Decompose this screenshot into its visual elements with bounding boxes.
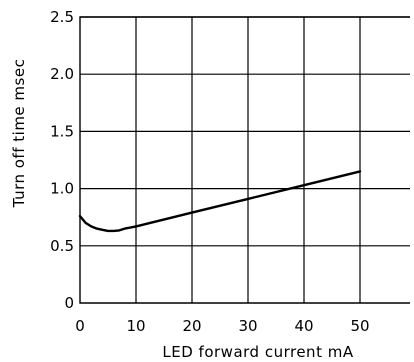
y-tick-label: 0.5 bbox=[50, 237, 74, 255]
x-tick-label: 20 bbox=[182, 317, 201, 335]
y-axis-title: Turn off time msec bbox=[10, 59, 28, 209]
y-tick-label: 2.0 bbox=[50, 65, 74, 83]
x-tick-label: 0 bbox=[75, 317, 85, 335]
x-axis-title: LED forward current mA bbox=[162, 343, 353, 361]
x-tick-label: 40 bbox=[294, 317, 313, 335]
y-tick-label: 1.5 bbox=[50, 122, 74, 140]
y-axis-ticks: 0 0.5 1.0 1.5 2.0 2.5 bbox=[50, 8, 74, 312]
y-tick-label: 2.5 bbox=[50, 8, 74, 26]
x-tick-label: 30 bbox=[238, 317, 257, 335]
y-tick-label: 1.0 bbox=[50, 180, 74, 198]
y-tick-label: 0 bbox=[64, 294, 74, 312]
x-tick-label: 50 bbox=[350, 317, 369, 335]
axes-frame bbox=[79, 16, 410, 304]
x-axis-ticks: 0 10 20 30 40 50 bbox=[75, 317, 369, 335]
plot-frame bbox=[79, 16, 410, 304]
series-line-0 bbox=[78, 170, 362, 233]
x-tick-label: 10 bbox=[126, 317, 145, 335]
series-group bbox=[78, 170, 362, 233]
grid bbox=[80, 16, 410, 303]
